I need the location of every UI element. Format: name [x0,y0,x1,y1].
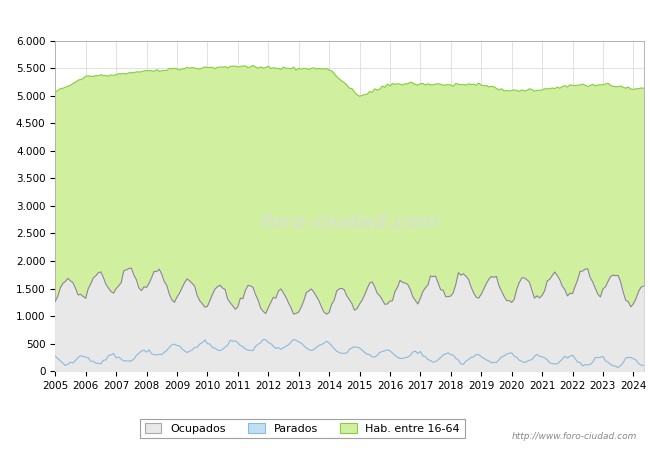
Legend: Ocupados, Parados, Hab. entre 16-64: Ocupados, Parados, Hab. entre 16-64 [140,419,465,438]
Text: foro-ciudad.com: foro-ciudad.com [260,213,439,232]
Text: Es Castell - Evolucion de la poblacion en edad de Trabajar Mayo de 2024: Es Castell - Evolucion de la poblacion e… [54,13,596,26]
Text: http://www.foro-ciudad.com: http://www.foro-ciudad.com [512,432,637,441]
